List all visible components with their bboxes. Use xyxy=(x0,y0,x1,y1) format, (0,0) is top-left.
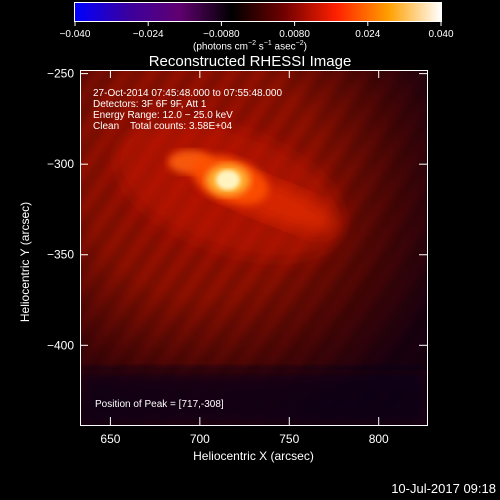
chart-title: Reconstructed RHESSI Image xyxy=(148,53,352,70)
x-axis-label: Heliocentric X (arcsec) xyxy=(193,449,314,463)
peak-position-label: Position of Peak = [717,-308] xyxy=(95,399,224,410)
info-clean-counts: Clean Total counts: 3.58E+04 xyxy=(93,121,233,132)
y-tick-label: −350 xyxy=(47,248,74,262)
y-tick-label: −400 xyxy=(47,338,74,352)
colorbar-tick-label: −0.0080 xyxy=(203,29,240,40)
y-tick-label: −250 xyxy=(47,67,74,81)
y-axis-label: Heliocentric Y (arcsec) xyxy=(18,201,32,323)
colorbar-tick-label: −0.040 xyxy=(60,29,91,40)
colorbar-tick-label: 0.040 xyxy=(428,29,453,40)
colorbar-tick-label: 0.0080 xyxy=(279,29,310,40)
colorbar xyxy=(74,2,442,22)
observation-info: 27-Oct-2014 07:45:48.000 to 07:55:48.000… xyxy=(93,88,282,132)
info-energy-range: Energy Range: 12.0 − 25.0 keV xyxy=(93,110,233,121)
y-tick-label: −300 xyxy=(47,157,74,171)
x-tick-label: 650 xyxy=(100,432,120,446)
colorbar-ticks: −0.040 −0.024 −0.0080 0.0080 0.024 0.040 xyxy=(60,21,454,40)
colorbar-gradient xyxy=(75,3,441,21)
info-detectors: Detectors: 3F 6F 9F, Att 1 xyxy=(93,99,207,110)
x-tick-label: 700 xyxy=(190,432,210,446)
x-tick-label: 800 xyxy=(369,432,389,446)
timestamp: 10-Jul-2017 09:18 xyxy=(391,481,496,496)
colorbar-unit-label: (photons cm−2 s−1 asec−2) xyxy=(192,40,307,53)
colorbar-tick-label: 0.024 xyxy=(355,29,380,40)
heatmap-image xyxy=(80,70,427,425)
x-tick-label: 750 xyxy=(279,432,299,446)
colorbar-tick-label: −0.024 xyxy=(133,29,164,40)
info-time-range: 27-Oct-2014 07:45:48.000 to 07:55:48.000 xyxy=(93,88,283,99)
plot-frame xyxy=(80,70,428,426)
heatmap-svg xyxy=(80,70,427,425)
